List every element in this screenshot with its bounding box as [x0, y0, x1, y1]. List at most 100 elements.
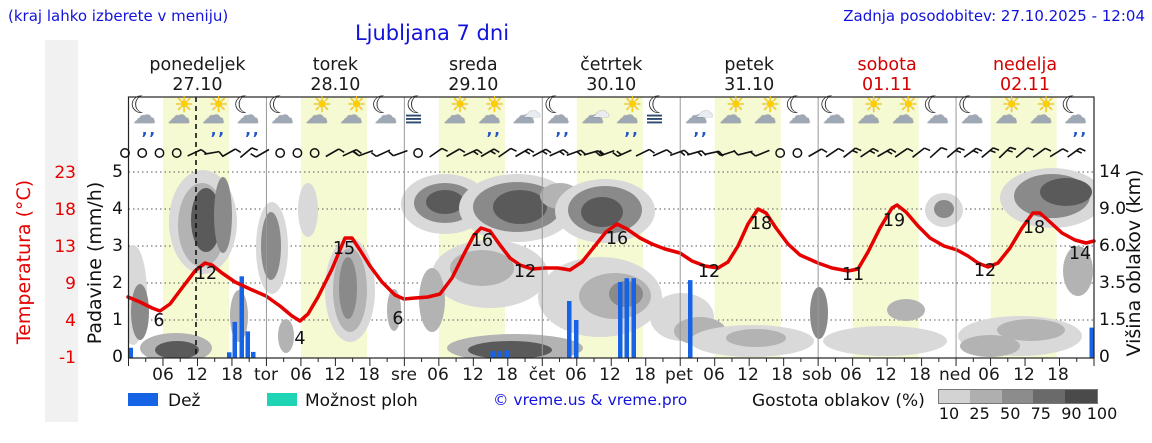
- cloud-blob: [823, 326, 947, 356]
- x-axis-label: 18: [909, 365, 931, 385]
- density-scale-label: 25: [969, 404, 990, 423]
- day-header-nedelja: nedelja 02.11: [993, 55, 1057, 95]
- sun-glyph: ☀: [725, 93, 746, 118]
- cloud-glyph: ☁: [787, 103, 811, 129]
- x-axis-label: 18: [634, 365, 656, 385]
- rain-glyph: ,,: [486, 121, 502, 139]
- cloud-blob: [426, 190, 464, 214]
- rain-legend-label: Dež: [168, 391, 201, 411]
- moon-cloud-rain-icon: ☾ ☁,,: [129, 93, 163, 138]
- temp-scale-background: [45, 40, 78, 422]
- x-axis-label: 12: [875, 365, 897, 385]
- moon-glyph: ☾: [784, 91, 807, 119]
- x-axis-label: 18: [358, 365, 380, 385]
- calm-wind-icon: [154, 148, 165, 158]
- day-name: sreda: [449, 55, 498, 75]
- day-date: 02.11: [999, 75, 1051, 95]
- wind-barb-icon: [325, 148, 345, 158]
- calm-wind-icon: [292, 148, 303, 158]
- temp-tick: 23: [54, 163, 76, 183]
- temp-value-label: 12: [697, 262, 721, 282]
- wind-barb-icon: [221, 148, 242, 158]
- sun-glyph: ☀: [174, 93, 194, 118]
- density-scale-segment: [969, 389, 1003, 404]
- cloud2-glyph: ☁: [523, 101, 542, 122]
- wind-barb-icon: [1032, 147, 1052, 158]
- day-header-sreda: sreda 29.10: [448, 55, 498, 95]
- precip-bar: [251, 351, 256, 358]
- moon-cloud-icon: ☾ ☁: [267, 93, 301, 136]
- x-axis-label: sre: [391, 365, 417, 385]
- sun-cloud-icon: ☀ ☁: [991, 95, 1025, 136]
- wind-barb-icon: [946, 147, 965, 159]
- moon-glyph: ☾: [233, 91, 255, 119]
- sun-glyph: ☀: [863, 93, 884, 118]
- temp-value-label: 19: [882, 211, 906, 231]
- temp-tick: 18: [54, 200, 76, 220]
- wind-barb-icon: [750, 149, 770, 157]
- wind-barb-icon: [429, 147, 448, 158]
- moon-glyph: ☾: [819, 91, 841, 119]
- wind-barb-icon: [566, 149, 587, 157]
- precip-bar: [574, 320, 579, 358]
- day-name: petek: [724, 55, 774, 75]
- moon-glyph: ☾: [1060, 91, 1083, 119]
- moon-glyph: ☾: [646, 91, 669, 119]
- day-date: 31.10: [724, 75, 775, 95]
- precip-bar: [232, 321, 237, 358]
- copyright-link[interactable]: © vreme.us & vreme.pro: [493, 391, 688, 409]
- cloud-blob: [1040, 178, 1092, 206]
- cloud-rain-icon: ☁ ☁,,: [680, 98, 714, 138]
- wind-barb-icon: [843, 147, 862, 158]
- temp-value-label: 16: [605, 229, 629, 249]
- density-scale-segment: [1033, 389, 1067, 404]
- cloud-blob: [131, 284, 149, 340]
- cloud-height-tick: 14: [1099, 162, 1121, 182]
- precip-tick: 2: [112, 273, 123, 293]
- rain-glyph: ,,: [624, 121, 640, 139]
- fog-glyph: ≡: [644, 109, 665, 128]
- cloud-glyph: ☁: [615, 103, 639, 129]
- precip-bar: [618, 282, 623, 358]
- cloud2-glyph: ☁: [695, 101, 714, 122]
- temp-value-label: 11: [841, 265, 865, 285]
- temp-tick: 4: [65, 311, 76, 331]
- x-axis-label: 06: [427, 365, 449, 385]
- precip-axis-label: Padavine (mm/h): [84, 181, 106, 345]
- cloud-blob: [419, 268, 445, 332]
- wind-barb-icon: [825, 147, 845, 158]
- sun-cloud-icon: ☀ ☁: [439, 95, 473, 136]
- x-axis-label: 06: [703, 365, 725, 385]
- sun-cloud-icon: ☀ ☁: [1025, 95, 1059, 136]
- wind-barb-icon: [1067, 147, 1086, 158]
- precip-bar: [497, 351, 502, 358]
- sun-glyph: ☀: [484, 93, 505, 118]
- moon-glyph: ☾: [267, 91, 290, 119]
- temp-value-label: 12: [973, 261, 997, 281]
- wind-barb-icon: [446, 148, 466, 158]
- day-name: ponedeljek: [149, 55, 246, 75]
- day-date: 30.10: [586, 75, 637, 95]
- cloud-glyph: ☁: [374, 103, 398, 129]
- precip-bar: [128, 347, 133, 358]
- showers-legend-swatch: [267, 393, 297, 406]
- moon-glyph: ☾: [371, 91, 393, 119]
- temp-value-label: 12: [513, 262, 537, 282]
- calm-wind-icon: [171, 148, 182, 158]
- moon-cloud-icon: ☾ ☁: [922, 93, 956, 136]
- wind-barb-icon: [687, 150, 707, 157]
- x-axis-label: 12: [186, 365, 208, 385]
- calm-wind-icon: [775, 148, 786, 158]
- cloud-blob: [450, 250, 514, 286]
- density-scale-label: 75: [1030, 404, 1051, 423]
- wind-barb-icon: [860, 147, 879, 158]
- wind-barb-icon: [532, 148, 552, 157]
- sun-glyph: ☀: [898, 93, 919, 118]
- moon-glyph: ☾: [922, 91, 945, 119]
- cloud-blob: [726, 329, 786, 347]
- cloud-blob: [387, 289, 401, 331]
- moon-glyph: ☾: [957, 91, 979, 119]
- wind-barbs-row: [120, 146, 1086, 159]
- x-axis-label: 12: [1013, 365, 1035, 385]
